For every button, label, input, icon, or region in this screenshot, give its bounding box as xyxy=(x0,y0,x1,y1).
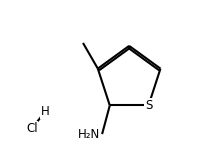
Text: S: S xyxy=(145,99,152,112)
Text: H₂N: H₂N xyxy=(78,128,100,141)
Text: H: H xyxy=(41,105,50,118)
Text: Cl: Cl xyxy=(26,122,38,135)
